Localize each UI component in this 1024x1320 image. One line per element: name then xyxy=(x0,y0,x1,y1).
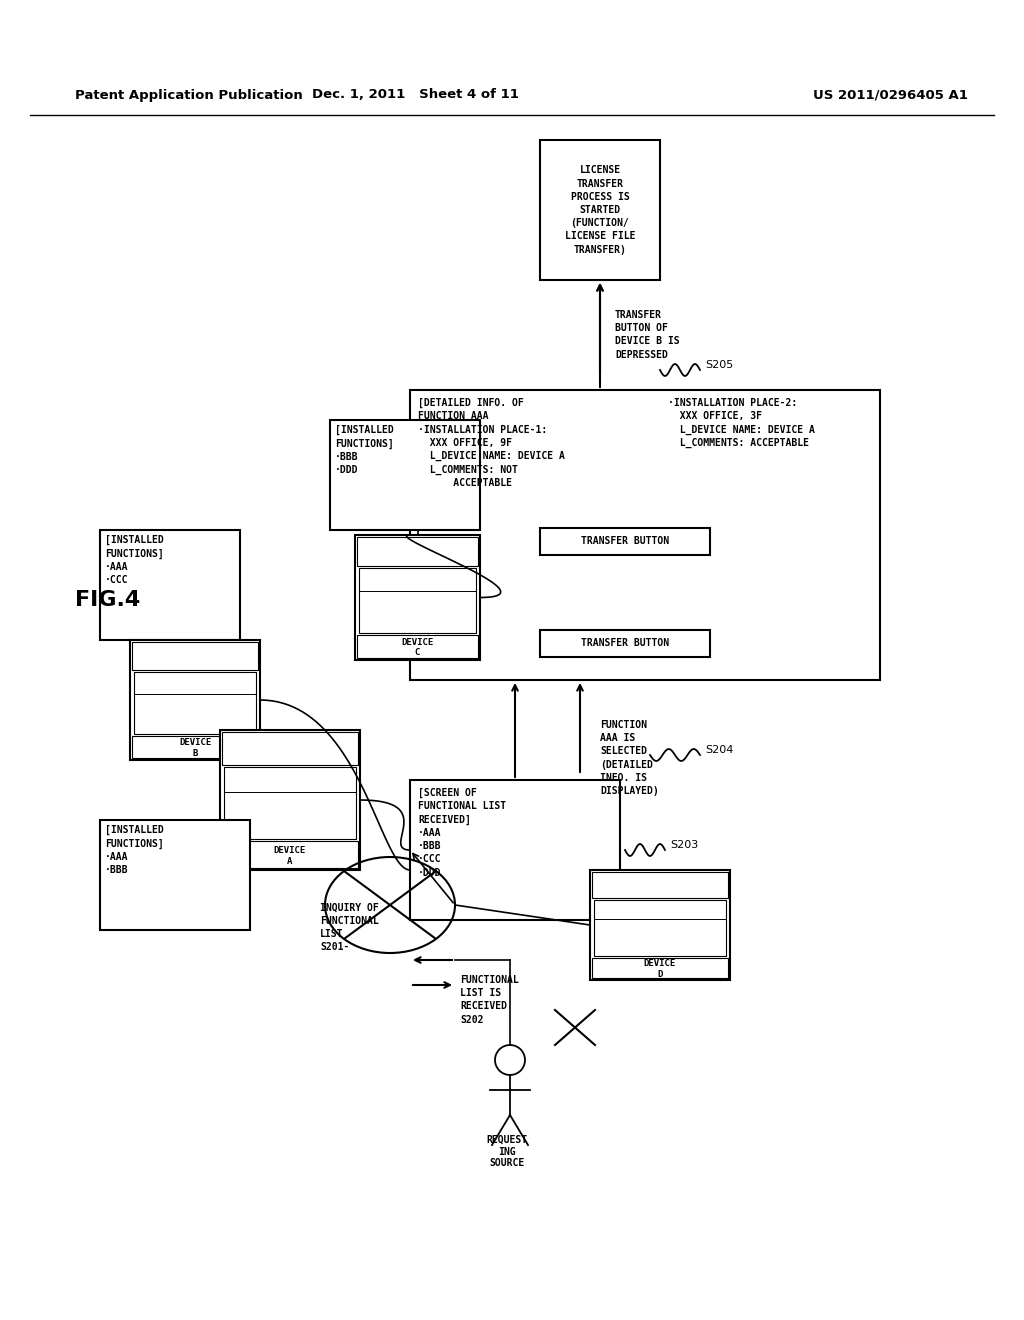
Text: ·INSTALLATION PLACE-2:
  XXX OFFICE, 3F
  L_DEVICE NAME: DEVICE A
  L_COMMENTS: : ·INSTALLATION PLACE-2: XXX OFFICE, 3F L_… xyxy=(668,399,815,447)
Bar xyxy=(134,672,256,734)
Text: DEVICE
B: DEVICE B xyxy=(179,738,211,758)
Bar xyxy=(540,630,710,657)
Bar xyxy=(540,528,710,554)
Bar xyxy=(224,767,356,840)
Text: FIG.4: FIG.4 xyxy=(75,590,140,610)
Text: S204: S204 xyxy=(705,744,733,755)
Text: [INSTALLED
FUNCTIONS]
·AAA
·CCC: [INSTALLED FUNCTIONS] ·AAA ·CCC xyxy=(105,535,164,585)
Bar xyxy=(594,899,726,956)
Bar xyxy=(590,870,730,979)
Bar xyxy=(100,531,240,640)
Bar xyxy=(410,389,880,680)
Text: REQUEST
ING
SOURCE: REQUEST ING SOURCE xyxy=(486,1135,527,1168)
Bar xyxy=(222,841,358,869)
Text: TRANSFER BUTTON: TRANSFER BUTTON xyxy=(581,536,669,546)
Text: DEVICE
D: DEVICE D xyxy=(644,960,676,978)
Bar xyxy=(357,537,478,566)
Bar xyxy=(220,730,360,870)
Text: INQUIRY OF
FUNCTIONAL
LIST
S201-: INQUIRY OF FUNCTIONAL LIST S201- xyxy=(319,903,379,952)
Bar xyxy=(100,820,250,931)
Text: US 2011/0296405 A1: US 2011/0296405 A1 xyxy=(813,88,968,102)
Text: [INSTALLED
FUNCTIONS]
·BBB
·DDD: [INSTALLED FUNCTIONS] ·BBB ·DDD xyxy=(335,425,394,475)
Bar xyxy=(410,780,620,920)
Bar xyxy=(359,568,476,632)
Text: DEVICE
C: DEVICE C xyxy=(401,638,433,657)
Bar xyxy=(592,873,728,898)
Text: FUNCTIONAL
LIST IS
RECEIVED
S202: FUNCTIONAL LIST IS RECEIVED S202 xyxy=(460,975,519,1024)
Text: [DETAILED INFO. OF
FUNCTION AAA
·INSTALLATION PLACE-1:
  XXX OFFICE, 9F
  L_DEVI: [DETAILED INFO. OF FUNCTION AAA ·INSTALL… xyxy=(418,399,565,488)
Bar xyxy=(130,640,260,760)
Bar xyxy=(222,733,358,766)
Bar xyxy=(330,420,480,531)
Text: Dec. 1, 2011   Sheet 4 of 11: Dec. 1, 2011 Sheet 4 of 11 xyxy=(311,88,518,102)
Text: DEVICE
A: DEVICE A xyxy=(273,846,306,866)
Text: TRANSFER
BUTTON OF
DEVICE B IS
DEPRESSED: TRANSFER BUTTON OF DEVICE B IS DEPRESSED xyxy=(615,310,680,359)
Text: Patent Application Publication: Patent Application Publication xyxy=(75,88,303,102)
Text: TRANSFER BUTTON: TRANSFER BUTTON xyxy=(581,639,669,648)
Text: S205: S205 xyxy=(705,360,733,370)
Bar xyxy=(540,140,660,280)
Text: [SCREEN OF
FUNCTIONAL LIST
RECEIVED]
·AAA
·BBB
·CCC
·DDD: [SCREEN OF FUNCTIONAL LIST RECEIVED] ·AA… xyxy=(418,788,506,878)
Bar xyxy=(592,958,728,978)
Text: [INSTALLED
FUNCTIONS]
·AAA
·BBB: [INSTALLED FUNCTIONS] ·AAA ·BBB xyxy=(105,825,164,875)
Bar xyxy=(132,642,258,671)
Bar xyxy=(357,635,478,657)
Text: FUNCTION
AAA IS
SELECTED
(DETAILED
INFO. IS
DISPLAYED): FUNCTION AAA IS SELECTED (DETAILED INFO.… xyxy=(600,719,658,796)
Text: LICENSE
TRANSFER
PROCESS IS
STARTED
(FUNCTION/
LICENSE FILE
TRANSFER): LICENSE TRANSFER PROCESS IS STARTED (FUN… xyxy=(565,165,635,255)
Bar xyxy=(132,735,258,758)
Text: S203: S203 xyxy=(670,840,698,850)
Bar xyxy=(355,535,480,660)
